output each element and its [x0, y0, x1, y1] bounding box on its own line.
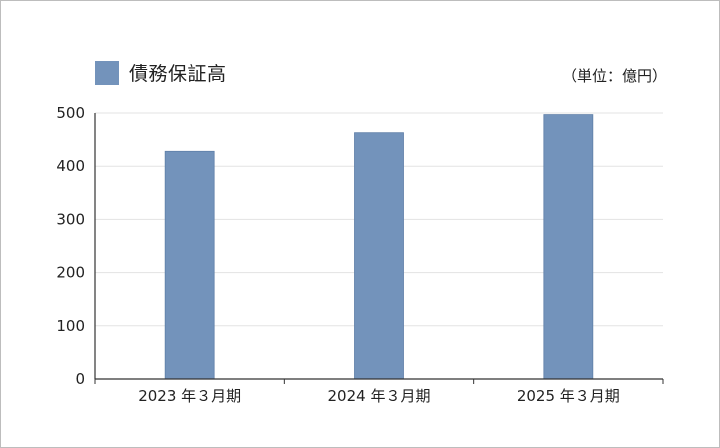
bar-2 [543, 114, 594, 380]
y-tick-label-0: 0 [75, 370, 85, 388]
x-tick-label-1: 2024 年３月期 [328, 387, 431, 405]
legend: 債務保証高 [95, 59, 227, 86]
y-tick-label-4: 400 [56, 157, 85, 175]
bar-1 [354, 132, 404, 380]
x-tick-label-2: 2025 年３月期 [517, 387, 620, 405]
legend-swatch [95, 60, 119, 85]
unit-label: （単位：億円） [561, 67, 667, 85]
x-tick-label-0: 2023 年３月期 [138, 387, 241, 405]
legend-label: 債務保証高 [129, 63, 227, 85]
bar-0 [164, 150, 215, 380]
y-tick-label-5: 500 [56, 104, 85, 122]
y-tick-label-3: 300 [56, 210, 85, 228]
y-tick-label-1: 100 [56, 317, 85, 335]
y-tick-label-2: 200 [56, 264, 85, 282]
